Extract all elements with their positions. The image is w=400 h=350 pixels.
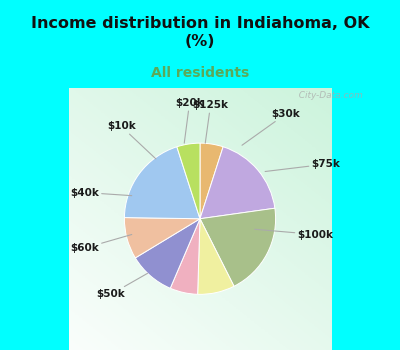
Text: $40k: $40k bbox=[70, 188, 132, 197]
Text: Income distribution in Indiahoma, OK
(%): Income distribution in Indiahoma, OK (%) bbox=[31, 16, 369, 49]
Wedge shape bbox=[124, 147, 200, 219]
Wedge shape bbox=[177, 143, 200, 219]
Text: $50k: $50k bbox=[96, 273, 148, 299]
Wedge shape bbox=[200, 143, 223, 219]
Wedge shape bbox=[170, 219, 200, 294]
Wedge shape bbox=[200, 208, 276, 286]
Text: $10k: $10k bbox=[107, 121, 156, 159]
Text: $60k: $60k bbox=[70, 234, 132, 253]
Wedge shape bbox=[200, 147, 275, 219]
Text: All residents: All residents bbox=[151, 66, 249, 80]
Text: $100k: $100k bbox=[254, 229, 334, 239]
Wedge shape bbox=[198, 219, 234, 294]
Text: $30k: $30k bbox=[242, 109, 300, 145]
Text: $125k: $125k bbox=[192, 100, 228, 143]
Text: $20k: $20k bbox=[175, 98, 204, 143]
Text: City-Data.com: City-Data.com bbox=[293, 91, 363, 100]
Text: $75k: $75k bbox=[265, 159, 340, 172]
Wedge shape bbox=[124, 218, 200, 258]
Wedge shape bbox=[135, 219, 200, 288]
